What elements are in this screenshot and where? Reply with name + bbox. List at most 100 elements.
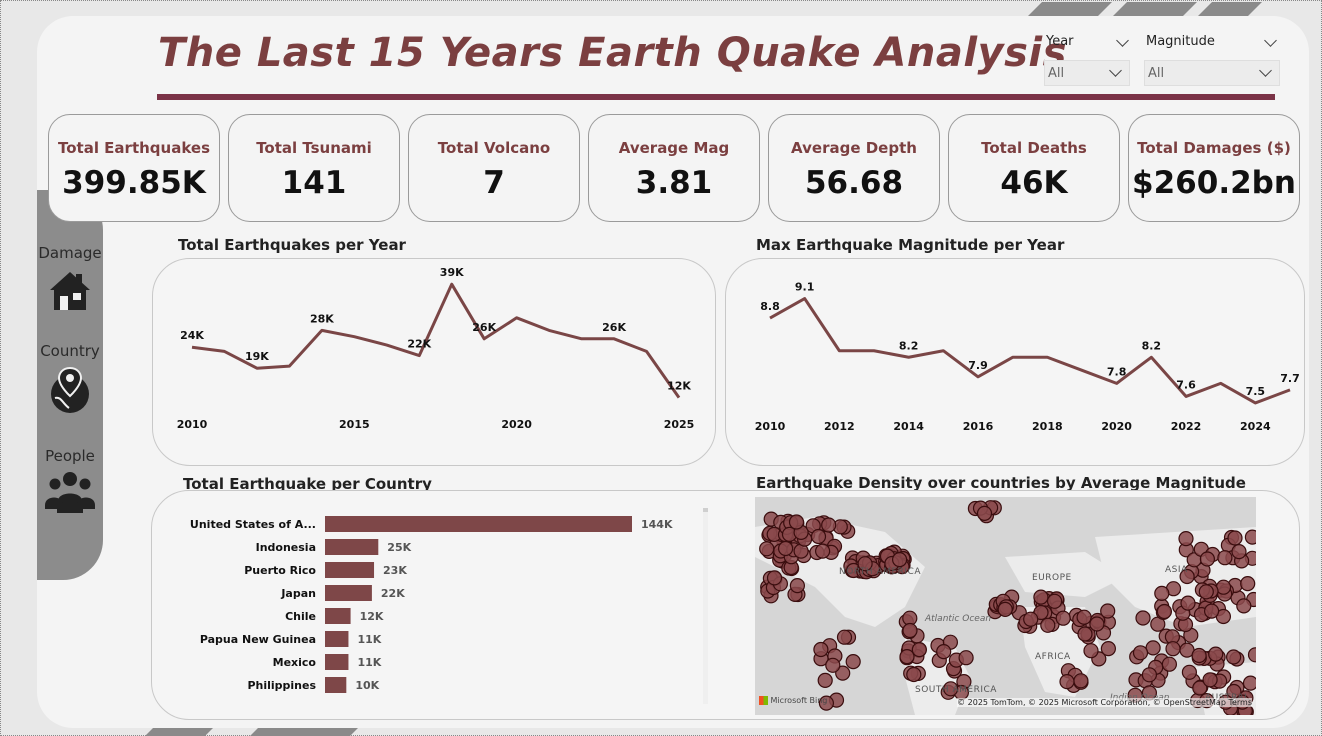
quake-dot[interactable]	[1023, 611, 1039, 627]
scrollbar-track[interactable]	[703, 508, 708, 704]
quake-dot[interactable]	[825, 657, 841, 673]
quake-dot[interactable]	[902, 622, 918, 639]
quake-dot[interactable]	[1100, 641, 1116, 657]
quake-dot[interactable]	[1192, 680, 1208, 696]
quake-dot[interactable]	[936, 644, 952, 660]
quake-dot[interactable]	[1059, 674, 1075, 690]
quake-dot[interactable]	[1247, 647, 1257, 663]
quake-dot[interactable]	[1181, 664, 1197, 680]
quake-dot[interactable]	[1240, 575, 1256, 592]
people-icon[interactable]	[43, 469, 97, 513]
quake-dot[interactable]	[1204, 603, 1220, 619]
quake-dot[interactable]	[814, 543, 831, 559]
quake-dot[interactable]	[778, 540, 794, 557]
category-label: Philippines	[247, 679, 316, 692]
earthquake-density-map[interactable]: NORTH AMERICA EUROPE ASIA Atlantic Ocean…	[755, 497, 1256, 715]
quake-dot[interactable]	[1191, 647, 1207, 664]
quake-dot[interactable]	[818, 695, 835, 711]
quake-dot[interactable]	[1199, 551, 1215, 567]
earthquakes-series-line[interactable]	[191, 282, 681, 399]
house-icon[interactable]	[46, 266, 94, 314]
quake-dot[interactable]	[1073, 673, 1089, 689]
quake-dot[interactable]	[1208, 646, 1224, 662]
quake-dot[interactable]	[1132, 645, 1149, 661]
nav-item-country[interactable]: Country	[37, 342, 103, 420]
quake-dot[interactable]	[1135, 610, 1151, 626]
quake-dot[interactable]	[997, 601, 1013, 618]
quake-dot[interactable]	[789, 577, 806, 594]
quake-dot[interactable]	[813, 641, 829, 658]
quake-dot[interactable]	[1198, 584, 1214, 600]
quake-dot[interactable]	[1231, 543, 1247, 560]
quake-dot[interactable]	[1161, 656, 1177, 672]
magnitude-series-line[interactable]	[769, 297, 1291, 405]
quake-dot[interactable]	[788, 514, 805, 530]
quake-dot[interactable]	[1156, 603, 1172, 620]
quake-dot[interactable]	[845, 654, 861, 670]
kpi-value: $260.2bn	[1132, 165, 1296, 201]
nav-item-damage[interactable]: Damage	[37, 244, 103, 318]
quake-dot[interactable]	[1100, 603, 1116, 619]
bar[interactable]	[325, 677, 347, 693]
quake-dot[interactable]	[1154, 585, 1170, 602]
quake-dot[interactable]	[857, 556, 873, 572]
quake-dot[interactable]	[1242, 675, 1257, 691]
quake-dot[interactable]	[1076, 609, 1092, 625]
quake-dot[interactable]	[1145, 640, 1161, 656]
quake-dot[interactable]	[1180, 595, 1196, 611]
quake-dot[interactable]	[1202, 672, 1218, 688]
quake-dot[interactable]	[899, 649, 915, 665]
bar[interactable]	[325, 654, 349, 670]
scrollbar-thumb[interactable]	[703, 508, 708, 512]
bar[interactable]	[325, 631, 349, 647]
quake-dot[interactable]	[1227, 530, 1243, 546]
data-label: 144K	[641, 518, 673, 531]
quake-dot[interactable]	[1244, 529, 1256, 545]
bar[interactable]	[325, 585, 372, 601]
bar[interactable]	[325, 608, 351, 624]
quake-dot[interactable]	[1236, 598, 1252, 614]
quake-dot[interactable]	[836, 629, 853, 645]
bar[interactable]	[325, 516, 632, 532]
quake-dot[interactable]	[1047, 593, 1063, 609]
quake-dot[interactable]	[892, 551, 908, 568]
map-canvas[interactable]	[755, 497, 1256, 715]
quake-dot[interactable]	[1055, 610, 1071, 626]
nav-item-people[interactable]: People	[37, 447, 103, 517]
quake-dot[interactable]	[1089, 616, 1105, 632]
quake-dot[interactable]	[943, 681, 959, 697]
quake-dot[interactable]	[906, 666, 922, 683]
quake-dot[interactable]	[766, 570, 783, 586]
quake-dot[interactable]	[1226, 649, 1242, 665]
globe-pin-icon[interactable]	[47, 364, 93, 416]
quake-dot[interactable]	[1077, 626, 1093, 642]
magnitude-dropdown[interactable]: All	[1144, 60, 1280, 86]
quake-dot[interactable]	[1040, 617, 1056, 633]
earthquakes-per-year-chart[interactable]: 24K 19K 28K 22K 39K 26K 26K 12K 2010 2015 2020 2025	[152, 258, 714, 464]
quake-dot[interactable]	[911, 642, 927, 658]
magnitude-slicer[interactable]: Magnitude All	[1144, 34, 1280, 86]
year-slicer[interactable]: Year All	[1044, 34, 1130, 86]
year-dropdown[interactable]: All	[1044, 60, 1130, 86]
quake-dot[interactable]	[1165, 641, 1181, 657]
quake-dot[interactable]	[1217, 550, 1233, 566]
quake-dot[interactable]	[1215, 579, 1232, 595]
quake-dot[interactable]	[958, 650, 974, 666]
quake-dot[interactable]	[976, 505, 993, 521]
quake-dot[interactable]	[1179, 568, 1195, 585]
max-magnitude-chart[interactable]: 8.8 9.1 8.2 7.9 7.8 8.2 7.6 7.5 7.7 2010 2012 2014 2…	[725, 258, 1303, 464]
bar[interactable]	[325, 562, 375, 578]
quake-dot[interactable]	[810, 528, 827, 545]
quake-dot[interactable]	[1033, 589, 1049, 605]
quake-dot[interactable]	[817, 672, 833, 688]
quake-dot[interactable]	[759, 541, 775, 557]
quake-dot[interactable]	[1178, 530, 1194, 547]
quake-dot[interactable]	[835, 665, 851, 681]
quake-dot[interactable]	[1141, 667, 1157, 683]
x-tick-label: 2010	[755, 420, 786, 433]
quake-dot[interactable]	[821, 517, 837, 533]
bar[interactable]	[325, 539, 379, 555]
earthquake-per-country-chart[interactable]: United States of A... 144K Indonesia 25K Pue…	[151, 500, 711, 710]
map-attribution[interactable]: © 2025 TomTom, © 2025 Microsoft Corporat…	[957, 698, 1252, 707]
quake-dot[interactable]	[1083, 643, 1099, 659]
